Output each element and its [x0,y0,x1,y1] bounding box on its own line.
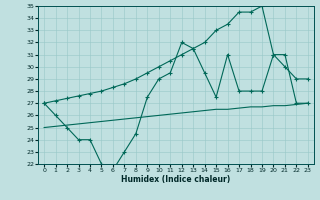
X-axis label: Humidex (Indice chaleur): Humidex (Indice chaleur) [121,175,231,184]
